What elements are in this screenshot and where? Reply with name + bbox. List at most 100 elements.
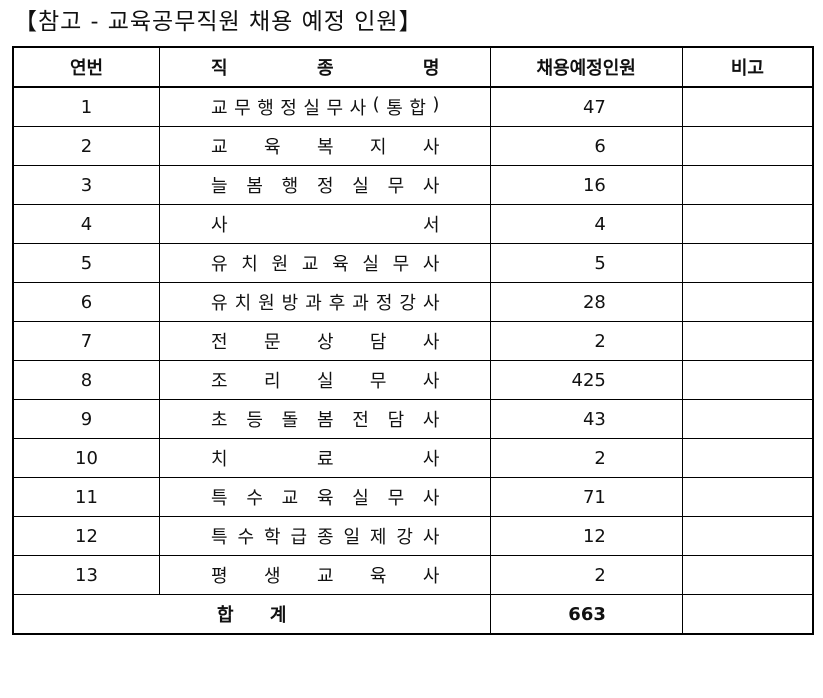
char: 조 bbox=[211, 371, 228, 392]
row-note bbox=[681, 243, 814, 283]
row-count: 2 bbox=[489, 321, 683, 361]
char: 행 bbox=[281, 176, 299, 197]
char: 지 bbox=[369, 137, 387, 158]
char: 문 bbox=[263, 332, 281, 353]
char: 사 bbox=[349, 98, 367, 119]
char: 무 bbox=[387, 176, 405, 197]
char: 평 bbox=[211, 566, 228, 587]
row-no: 2 bbox=[12, 126, 161, 166]
char: 정 bbox=[375, 293, 393, 314]
row-count: 5 bbox=[489, 243, 683, 283]
char: 과 bbox=[305, 293, 322, 314]
char: 과 bbox=[352, 293, 369, 314]
char: 사 bbox=[422, 371, 440, 392]
char: 사 bbox=[422, 488, 440, 509]
char: 종 bbox=[316, 58, 334, 79]
char: 무 bbox=[387, 488, 405, 509]
char: 무 bbox=[234, 98, 251, 119]
page-title: 【참고 - 교육공무직원 채용 예정 인원】 bbox=[14, 9, 423, 35]
char: 늘 bbox=[211, 176, 228, 197]
char: 전 bbox=[352, 410, 369, 431]
char: 학 bbox=[263, 527, 281, 548]
char: 사 bbox=[211, 215, 228, 236]
row-no: 12 bbox=[12, 516, 161, 556]
row-no: 6 bbox=[12, 282, 161, 322]
row-note bbox=[681, 165, 814, 205]
count-value: 2 bbox=[594, 330, 606, 352]
char: 정 bbox=[280, 98, 297, 119]
header-no: 연번 bbox=[12, 46, 161, 88]
count-value: 16 bbox=[582, 174, 606, 196]
char: 봄 bbox=[246, 176, 263, 197]
char: 직 bbox=[211, 58, 228, 79]
row-no: 4 bbox=[12, 204, 161, 244]
row-no: 3 bbox=[12, 165, 161, 205]
row-count: 28 bbox=[489, 282, 683, 322]
char: 행 bbox=[257, 98, 274, 119]
char: 담 bbox=[387, 410, 405, 431]
total-label-cell: 합 계 bbox=[12, 594, 491, 635]
table-row: 13 평 생 교 육 사 2 bbox=[12, 555, 814, 595]
char: 교 bbox=[301, 254, 319, 275]
row-no: 5 bbox=[12, 243, 161, 283]
char: 상 bbox=[316, 332, 334, 353]
table-row: 10 치 료 사 2 bbox=[12, 438, 814, 478]
char: 서 bbox=[422, 215, 440, 236]
total-note bbox=[681, 594, 814, 635]
row-note bbox=[681, 321, 814, 361]
row-note bbox=[681, 555, 814, 595]
char: 특 bbox=[211, 488, 228, 509]
header-note: 비고 bbox=[681, 46, 814, 88]
row-count: 43 bbox=[489, 399, 683, 439]
row-note bbox=[681, 86, 814, 127]
char: 실 bbox=[352, 488, 369, 509]
char: 사 bbox=[422, 332, 440, 353]
row-count: 6 bbox=[489, 126, 683, 166]
total-label: 합 계 bbox=[217, 605, 287, 626]
row-count: 16 bbox=[489, 165, 683, 205]
char: 사 bbox=[422, 176, 440, 197]
row-count: 4 bbox=[489, 204, 683, 244]
char: 제 bbox=[369, 527, 387, 548]
total-count: 663 bbox=[568, 603, 606, 625]
table-row: 2 교 육 복 지 사 6 bbox=[12, 126, 814, 166]
table-row: 8 조 리 실 무 사 425 bbox=[12, 360, 814, 400]
row-note bbox=[681, 399, 814, 439]
char: 복 bbox=[316, 137, 334, 158]
row-no: 7 bbox=[12, 321, 161, 361]
char: 봄 bbox=[316, 410, 334, 431]
row-note bbox=[681, 516, 814, 556]
char: 사 bbox=[422, 293, 440, 314]
char: 치 bbox=[241, 254, 258, 275]
char: 원 bbox=[271, 254, 289, 275]
row-no: 11 bbox=[12, 477, 161, 517]
char: 전 bbox=[211, 332, 228, 353]
char: 사 bbox=[422, 254, 440, 275]
count-value: 47 bbox=[582, 96, 606, 118]
row-note bbox=[681, 204, 814, 244]
char: 교 bbox=[211, 98, 228, 119]
char: 유 bbox=[211, 254, 228, 275]
